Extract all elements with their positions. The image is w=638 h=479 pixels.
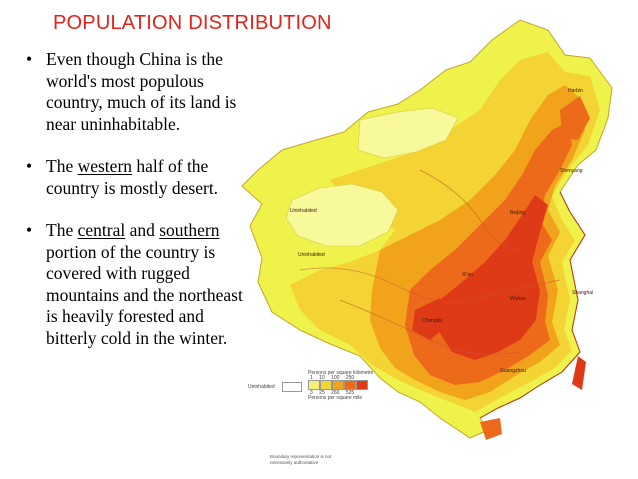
bullet-dot: • — [26, 156, 33, 176]
emphasized-term: central — [77, 220, 126, 240]
bullet-text: half of the country is mostly desert. — [46, 156, 219, 198]
legend-swatches — [308, 380, 368, 390]
legend-swatch — [332, 380, 344, 390]
city-label-shanghai: Shanghai — [572, 290, 594, 296]
bullet-text: The — [46, 220, 78, 240]
bullet-text: The — [46, 156, 78, 176]
emphasized-term: southern — [159, 220, 220, 240]
map-tarim-basin — [285, 183, 399, 247]
map-coastline — [479, 191, 586, 419]
city-label-beijing: Beijing — [510, 210, 526, 216]
bullet-text: portion of the country is covered with r… — [46, 241, 243, 348]
legend-swatch — [320, 380, 332, 390]
map-river-lines — [299, 169, 561, 355]
legend-swatch — [344, 380, 356, 390]
bullet-list: • Even though China is the world's most p… — [26, 49, 252, 370]
bullet-dot: • — [26, 220, 33, 240]
bullet-item: • The western half of the country is most… — [26, 156, 252, 199]
map-regions — [241, 19, 613, 440]
city-label-harbin: Harbin — [568, 88, 583, 94]
bullet-text: Even though China is the world's most po… — [46, 49, 237, 134]
map-taiwan — [572, 356, 586, 390]
city-label-wuhan: Wuhan — [510, 296, 526, 302]
legend-uninhabited-swatch — [282, 382, 302, 392]
bullet-item: • Even though China is the world's most p… — [26, 49, 252, 135]
legend-header: Persons per square kilometre — [308, 370, 374, 376]
china-population-map — [241, 19, 613, 440]
map-gobi — [357, 107, 459, 159]
legend-swatch — [356, 380, 368, 390]
legend-footer: Persons per square mile — [308, 395, 363, 401]
uninhabited-label-south: Uninhabited — [298, 252, 325, 258]
boundary-note: Boundary representation is not necessari… — [270, 454, 332, 465]
bullet-dot: • — [26, 49, 33, 69]
map-dense-northeast — [560, 96, 590, 140]
bullet-text: and — [125, 220, 160, 240]
legend-swatch — [308, 380, 320, 390]
city-label-xian: Xi'an — [462, 272, 473, 278]
map-hainan — [480, 418, 502, 440]
legend-ticks-bottom: 3 25 260 525 — [310, 390, 355, 396]
map-dense-sichuan — [412, 298, 448, 340]
legend-ticks-top: 1 10 100 250 — [310, 375, 355, 381]
legend-uninhabited-label: Uninhabited — [248, 384, 275, 390]
uninhabited-label-north: Uninhabited — [290, 208, 317, 214]
map-dense-core — [438, 195, 548, 360]
city-label-chengdu: Chengdu — [422, 318, 443, 324]
slide-title: POPULATION DISTRIBUTION — [53, 12, 332, 34]
emphasized-term: western — [77, 156, 133, 176]
city-label-shenyang: Shenyang — [560, 168, 583, 174]
city-label-guangzhou: Guangzhou — [500, 368, 526, 374]
bullet-item: • The central and southern portion of the… — [26, 220, 252, 349]
